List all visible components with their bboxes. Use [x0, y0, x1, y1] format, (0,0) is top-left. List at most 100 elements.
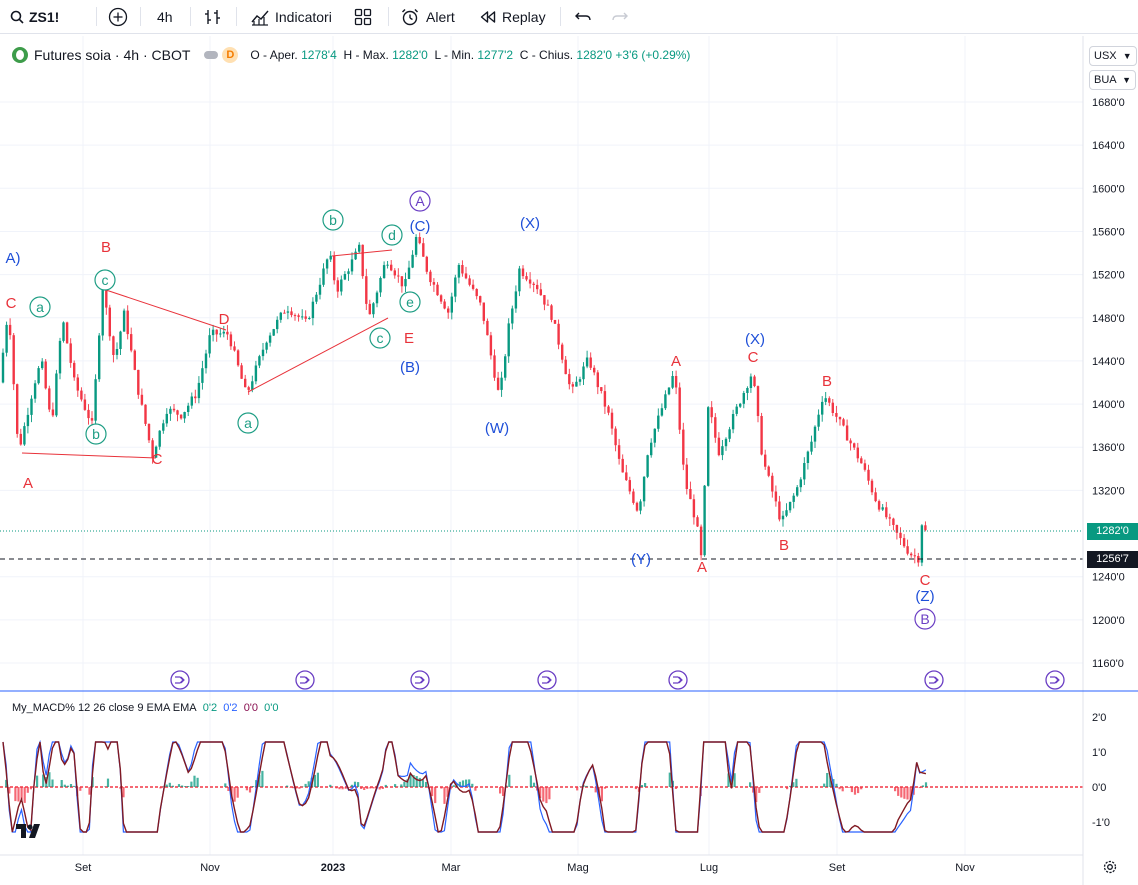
macd-histogram-bar	[532, 782, 536, 787]
tradingview-logo[interactable]	[16, 823, 46, 844]
trendline[interactable]	[21, 452, 157, 459]
wave-label[interactable]: B	[101, 239, 111, 256]
chart-background	[0, 36, 1138, 885]
wave-label[interactable]: C	[920, 572, 931, 589]
wave-label[interactable]: b	[322, 209, 344, 231]
event-marker[interactable]	[924, 670, 944, 690]
candle-body	[358, 244, 361, 252]
candle-body	[12, 335, 15, 385]
wave-label[interactable]: C	[152, 451, 163, 468]
indicators-button[interactable]: Indicatori	[250, 0, 332, 33]
event-marker[interactable]	[295, 670, 315, 690]
price-tick-label: 1560'0	[1092, 226, 1125, 238]
wave-label[interactable]: (Z)	[915, 588, 934, 605]
candle-body	[19, 433, 22, 445]
macd-histogram-bar	[73, 785, 76, 787]
wave-label[interactable]: E	[404, 330, 414, 347]
candle-body	[162, 423, 165, 431]
undo-button[interactable]	[574, 0, 592, 33]
event-marker[interactable]	[537, 670, 557, 690]
alert-button[interactable]: Alert	[400, 0, 455, 33]
wave-label[interactable]: C	[6, 295, 17, 312]
event-marker[interactable]	[1045, 670, 1065, 690]
wave-label[interactable]: C	[748, 349, 759, 366]
wave-label[interactable]: (W)	[485, 420, 509, 437]
wave-label[interactable]: A	[23, 475, 33, 492]
currency-selector[interactable]: USX ▼	[1089, 46, 1137, 66]
trendline[interactable]	[247, 317, 389, 393]
macd-histogram-bar	[307, 781, 310, 787]
wave-label[interactable]: b	[85, 423, 107, 445]
event-arrow-icon	[542, 676, 552, 684]
candle-body	[308, 318, 311, 319]
chart-type-button[interactable]	[203, 0, 223, 33]
candle-body	[404, 279, 407, 287]
series-legend[interactable]: Futures soia · 4h · CBOT D O - Aper. 127…	[12, 44, 690, 66]
wave-label[interactable]: a	[29, 296, 51, 318]
wave-label[interactable]: A)	[6, 250, 21, 267]
wave-label-text: (X)	[520, 215, 540, 232]
candle-body	[710, 407, 713, 418]
wave-label[interactable]: (C)	[410, 218, 431, 235]
trendline[interactable]	[105, 289, 227, 331]
event-marker[interactable]	[410, 670, 430, 690]
wave-label[interactable]: e	[399, 291, 421, 313]
wave-label-circle	[399, 291, 421, 313]
redo-icon	[611, 10, 629, 24]
candle-body	[899, 532, 902, 539]
event-marker[interactable]	[170, 670, 190, 690]
candle-body	[226, 331, 229, 335]
wave-label[interactable]: a	[237, 412, 259, 434]
wave-label[interactable]: (X)	[520, 215, 540, 232]
event-markers[interactable]	[170, 670, 1065, 690]
macd-histogram-bar	[26, 787, 29, 793]
macd-histogram-bar	[177, 784, 181, 787]
data-delay-badge: D	[222, 47, 239, 63]
price-tick-label: 1600'0	[1092, 183, 1125, 195]
wave-label[interactable]: (Y)	[631, 551, 651, 568]
candle-body	[799, 479, 802, 488]
wave-label[interactable]: B	[914, 608, 936, 630]
wave-label[interactable]: (X)	[745, 331, 765, 348]
settings-button[interactable]	[1102, 859, 1118, 880]
candle-body	[265, 342, 268, 350]
candle-body	[610, 412, 614, 429]
compare-button[interactable]	[108, 0, 128, 33]
candle-body	[365, 276, 368, 304]
macd-histogram-bar	[48, 772, 51, 787]
candle-body	[236, 350, 240, 366]
trendlines[interactable]	[21, 249, 393, 459]
symbol-search-button[interactable]: ZS1!	[10, 0, 59, 33]
wave-label[interactable]: (B)	[400, 359, 420, 376]
macd-legend[interactable]: My_MACD% 12 26 close 9 EMA EMA 0'2 0'2 0…	[12, 702, 279, 714]
candle-body	[525, 276, 528, 280]
interval-button[interactable]: 4h	[157, 0, 173, 33]
event-marker[interactable]	[668, 670, 688, 690]
redo-button[interactable]	[611, 0, 629, 33]
event-arrow-icon	[1050, 676, 1060, 684]
wave-label[interactable]: d	[381, 224, 403, 246]
wave-label[interactable]: B	[779, 537, 789, 554]
candle-body	[521, 268, 525, 277]
macd-histogram-bar	[415, 776, 418, 787]
candle-body	[589, 357, 592, 368]
macd-histogram-bar	[838, 787, 841, 790]
badge-dot-icon	[204, 51, 219, 59]
wave-label[interactable]: A	[697, 559, 707, 576]
unit-selector[interactable]: BUA ▼	[1089, 70, 1136, 90]
wave-label[interactable]: D	[219, 311, 230, 328]
wave-label[interactable]: c	[369, 327, 391, 349]
wave-label[interactable]: B	[822, 373, 832, 390]
wave-label[interactable]: A	[671, 353, 681, 370]
wave-label[interactable]: c	[94, 269, 116, 291]
trendline[interactable]	[331, 249, 393, 257]
wave-label[interactable]: A	[409, 190, 431, 212]
time-tick-label: Mag	[567, 862, 588, 874]
replay-button[interactable]: Replay	[480, 0, 546, 33]
macd-histogram-bar	[168, 782, 171, 787]
templates-button[interactable]	[354, 0, 372, 33]
macd-histogram-bar	[548, 787, 551, 800]
unit-label: BUA	[1094, 74, 1117, 86]
